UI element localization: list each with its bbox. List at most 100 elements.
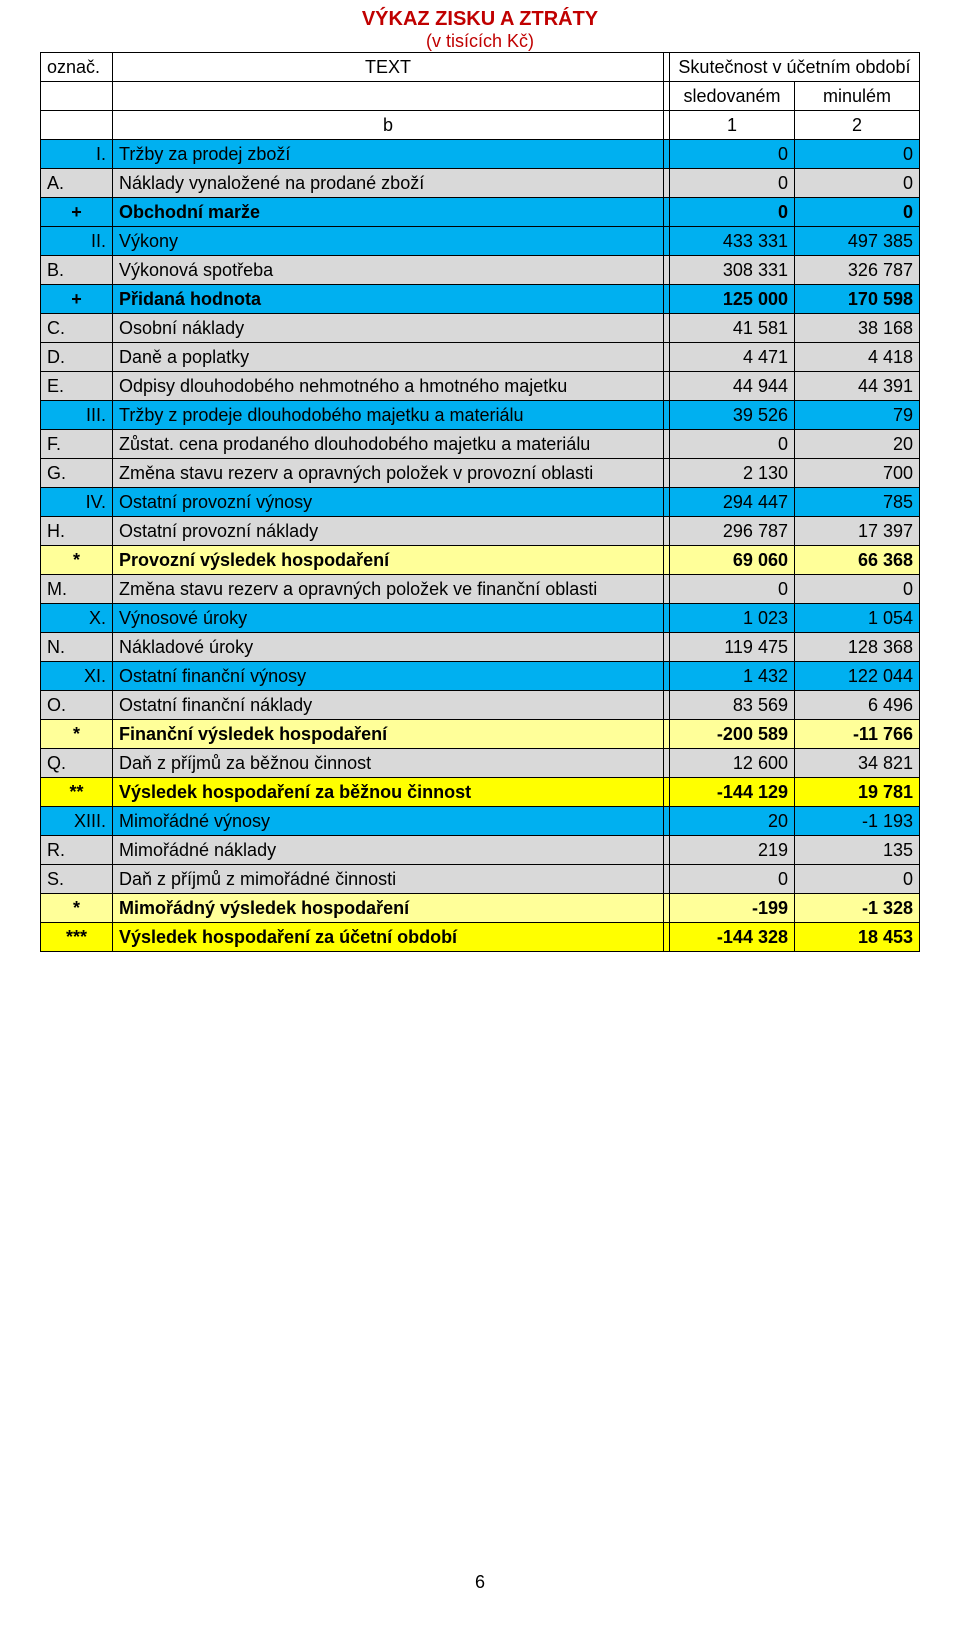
row-text: Zůstat. cena prodaného dlouhodobého maje… [113, 430, 664, 459]
row-text: Nákladové úroky [113, 633, 664, 662]
table-row: I.Tržby za prodej zboží00 [41, 140, 920, 169]
row-val-previous: 79 [794, 401, 919, 430]
row-val-current: -144 129 [669, 778, 794, 807]
row-text: Ostatní provozní náklady [113, 517, 664, 546]
row-text: Mimořádný výsledek hospodaření [113, 894, 664, 923]
row-oznac: G. [41, 459, 113, 488]
row-text: Ostatní finanční výnosy [113, 662, 664, 691]
row-val-previous: 128 368 [794, 633, 919, 662]
row-val-current: 0 [669, 430, 794, 459]
row-text: Tržby za prodej zboží [113, 140, 664, 169]
header-b: b [113, 111, 664, 140]
row-text: Odpisy dlouhodobého nehmotného a hmotnéh… [113, 372, 664, 401]
row-val-current: 308 331 [669, 256, 794, 285]
row-val-previous: 6 496 [794, 691, 919, 720]
row-oznac: F. [41, 430, 113, 459]
row-val-current: 294 447 [669, 488, 794, 517]
row-text: Daň z příjmů za běžnou činnost [113, 749, 664, 778]
row-val-previous: 0 [794, 865, 919, 894]
row-val-current: 0 [669, 865, 794, 894]
row-val-previous: 34 821 [794, 749, 919, 778]
row-oznac: E. [41, 372, 113, 401]
row-text: Změna stavu rezerv a opravných položek v… [113, 459, 664, 488]
row-val-previous: 17 397 [794, 517, 919, 546]
row-val-previous: 122 044 [794, 662, 919, 691]
row-val-current: 2 130 [669, 459, 794, 488]
row-val-current: 39 526 [669, 401, 794, 430]
row-oznac: * [41, 894, 113, 923]
row-text: Výsledek hospodaření za běžnou činnost [113, 778, 664, 807]
row-text: Výnosové úroky [113, 604, 664, 633]
row-val-current: 219 [669, 836, 794, 865]
row-oznac: II. [41, 227, 113, 256]
table-row: N.Nákladové úroky119 475128 368 [41, 633, 920, 662]
row-text: Výkonová spotřeba [113, 256, 664, 285]
table-row: *Provozní výsledek hospodaření69 06066 3… [41, 546, 920, 575]
row-val-previous: 0 [794, 575, 919, 604]
row-val-previous: 4 418 [794, 343, 919, 372]
table-row: +Obchodní marže00 [41, 198, 920, 227]
row-val-current: 125 000 [669, 285, 794, 314]
row-oznac: *** [41, 923, 113, 952]
row-val-previous: 326 787 [794, 256, 919, 285]
row-val-previous: 700 [794, 459, 919, 488]
header-oznac: označ. [41, 53, 113, 82]
table-row: XI.Ostatní finanční výnosy1 432122 044 [41, 662, 920, 691]
table-row: X.Výnosové úroky1 0231 054 [41, 604, 920, 633]
row-val-current: 4 471 [669, 343, 794, 372]
row-val-current: 41 581 [669, 314, 794, 343]
row-oznac: ** [41, 778, 113, 807]
row-val-previous: 1 054 [794, 604, 919, 633]
table-row: O.Ostatní finanční náklady83 5696 496 [41, 691, 920, 720]
row-oznac: C. [41, 314, 113, 343]
row-val-previous: 38 168 [794, 314, 919, 343]
row-val-current: 0 [669, 169, 794, 198]
row-oznac: A. [41, 169, 113, 198]
row-oznac: III. [41, 401, 113, 430]
row-val-current: 119 475 [669, 633, 794, 662]
document-page: VÝKAZ ZISKU A ZTRÁTY (v tisících Kč) ozn… [0, 0, 960, 1633]
row-val-previous: -1 193 [794, 807, 919, 836]
table-row: **Výsledek hospodaření za běžnou činnost… [41, 778, 920, 807]
row-val-current: 20 [669, 807, 794, 836]
row-text: Ostatní provozní výnosy [113, 488, 664, 517]
row-val-previous: 66 368 [794, 546, 919, 575]
row-text: Provozní výsledek hospodaření [113, 546, 664, 575]
row-oznac: I. [41, 140, 113, 169]
table-row: IV.Ostatní provozní výnosy294 447785 [41, 488, 920, 517]
row-text: Přidaná hodnota [113, 285, 664, 314]
row-val-previous: 135 [794, 836, 919, 865]
row-text: Daň z příjmů z mimořádné činnosti [113, 865, 664, 894]
table-row: G.Změna stavu rezerv a opravných položek… [41, 459, 920, 488]
document-title: VÝKAZ ZISKU A ZTRÁTY [40, 8, 920, 31]
row-val-current: 1 023 [669, 604, 794, 633]
table-row: Q.Daň z příjmů za běžnou činnost12 60034… [41, 749, 920, 778]
table-row: ***Výsledek hospodaření za účetní období… [41, 923, 920, 952]
row-val-current: 44 944 [669, 372, 794, 401]
page-number: 6 [40, 1572, 920, 1593]
row-text: Obchodní marže [113, 198, 664, 227]
table-row: F.Zůstat. cena prodaného dlouhodobého ma… [41, 430, 920, 459]
row-val-current: 69 060 [669, 546, 794, 575]
row-text: Tržby z prodeje dlouhodobého majetku a m… [113, 401, 664, 430]
table-row: M.Změna stavu rezerv a opravných položek… [41, 575, 920, 604]
row-oznac: IV. [41, 488, 113, 517]
table-row: *Finanční výsledek hospodaření-200 589-1… [41, 720, 920, 749]
table-row: B.Výkonová spotřeba308 331326 787 [41, 256, 920, 285]
table-row: E.Odpisy dlouhodobého nehmotného a hmotn… [41, 372, 920, 401]
table-row: R.Mimořádné náklady219135 [41, 836, 920, 865]
row-text: Daně a poplatky [113, 343, 664, 372]
table-row: XIII.Mimořádné výnosy20-1 193 [41, 807, 920, 836]
row-val-previous: 785 [794, 488, 919, 517]
row-text: Finanční výsledek hospodaření [113, 720, 664, 749]
header-minulem: minulém [794, 82, 919, 111]
row-oznac: M. [41, 575, 113, 604]
row-oznac: + [41, 285, 113, 314]
row-oznac: R. [41, 836, 113, 865]
row-oznac: + [41, 198, 113, 227]
row-val-current: -200 589 [669, 720, 794, 749]
header-col2: 2 [794, 111, 919, 140]
income-statement-table: označ.TEXTSkutečnost v účetním obdobísle… [40, 52, 920, 952]
row-val-previous: 0 [794, 198, 919, 227]
row-oznac: * [41, 720, 113, 749]
